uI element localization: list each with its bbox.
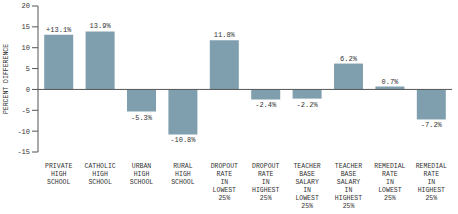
svg-text:DROPOUTRATEINHIGHEST25%: DROPOUTRATEINHIGHEST25%	[252, 163, 279, 202]
svg-text:13.9%: 13.9%	[90, 22, 112, 30]
svg-text:+13.1%: +13.1%	[46, 26, 72, 34]
svg-text:0.7%: 0.7%	[382, 78, 400, 86]
svg-text:-15: -15	[17, 148, 30, 156]
svg-text:TEACHERBASESALARYINLOWEST25%: TEACHERBASESALARYINLOWEST25%	[293, 163, 320, 210]
svg-text:-5: -5	[22, 107, 30, 115]
svg-text:TEACHERBASESALARYINHIGHEST25%: TEACHERBASESALARYINHIGHEST25%	[335, 163, 362, 210]
svg-text:URBANHIGHSCHOOL: URBANHIGHSCHOOL	[130, 163, 154, 186]
svg-text:PRIVATEHIGHSCHOOL: PRIVATEHIGHSCHOOL	[45, 163, 72, 186]
svg-text:5: 5	[26, 65, 30, 73]
svg-text:REMEDIALRATEINHIGHEST25%: REMEDIALRATEINHIGHEST25%	[416, 163, 447, 202]
svg-text:-2.2%: -2.2%	[297, 101, 319, 109]
svg-text:CATHOLICHIGHSCHOOL: CATHOLICHIGHSCHOOL	[84, 163, 115, 186]
svg-text:-7.2%: -7.2%	[421, 121, 443, 129]
svg-text:DROPOUTRATEINLOWEST25%: DROPOUTRATEINLOWEST25%	[211, 163, 238, 202]
svg-text:6.2%: 6.2%	[340, 55, 358, 63]
svg-text:RURALHIGHSCHOOL: RURALHIGHSCHOOL	[171, 163, 195, 186]
svg-text:-5.3%: -5.3%	[131, 114, 153, 122]
svg-text:-2.4%: -2.4%	[255, 101, 277, 109]
svg-text:15: 15	[22, 23, 30, 31]
svg-text:11.8%: 11.8%	[214, 31, 236, 39]
svg-text:20: 20	[22, 2, 30, 10]
svg-text:10: 10	[22, 44, 30, 52]
svg-text:REMEDIALRATEINLOWEST25%: REMEDIALRATEINLOWEST25%	[374, 163, 405, 202]
svg-text:-10.8%: -10.8%	[170, 136, 196, 144]
svg-text:0: 0	[26, 86, 30, 94]
svg-text:PERCENT DIFFERENCE: PERCENT DIFFERENCE	[8, 44, 10, 114]
svg-text:-10: -10	[17, 128, 30, 136]
